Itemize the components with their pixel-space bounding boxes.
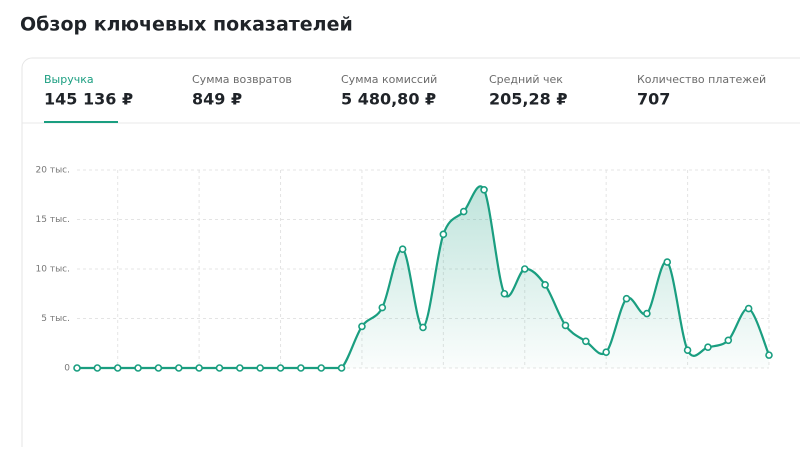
y-tick-label: 5 тыс. (41, 314, 70, 324)
point (154, 364, 163, 372)
point (582, 337, 590, 346)
point (459, 207, 468, 216)
point (439, 230, 448, 239)
tab-value: 849 ₽ (192, 90, 242, 109)
area-fill (77, 186, 769, 368)
point (643, 309, 651, 318)
point (398, 245, 407, 253)
tab-label: Выручка (44, 73, 94, 86)
point (73, 364, 81, 372)
metric-tab[interactable]: Средний чек 205,28 ₽ (489, 73, 567, 109)
point (683, 346, 692, 354)
point (276, 364, 285, 372)
point (358, 322, 366, 331)
point (765, 351, 773, 359)
y-tick-label: 0 (64, 364, 70, 374)
point (297, 364, 305, 372)
point (113, 364, 122, 372)
y-tick-label: 20 тыс. (36, 166, 70, 176)
point (256, 364, 264, 372)
point (134, 364, 142, 372)
metric-tab[interactable]: Сумма комиссий 5 480,80 ₽ (341, 73, 437, 109)
point (195, 364, 203, 372)
metric-tab[interactable]: Количество платежей 707 (637, 73, 766, 109)
metric-tab[interactable]: Сумма возвратов 849 ₽ (192, 73, 292, 109)
point (704, 343, 712, 352)
point (236, 364, 244, 372)
point (663, 258, 672, 266)
y-tick-label: 10 тыс. (36, 265, 70, 275)
point (622, 294, 631, 303)
point (480, 186, 488, 194)
point (93, 364, 102, 372)
point (419, 323, 427, 332)
page-title: Обзор ключевых показателей (20, 14, 353, 36)
y-tick-label: 15 тыс. (36, 215, 70, 225)
card (21, 57, 800, 451)
point (174, 364, 183, 372)
point (602, 348, 610, 356)
point (317, 364, 326, 372)
tab-value: 145 136 ₽ (44, 90, 133, 109)
point (724, 336, 733, 345)
tab-label: Количество платежей (637, 73, 766, 86)
tab-value: 707 (637, 90, 670, 109)
point (520, 265, 529, 273)
metric-tab[interactable]: Выручка 145 136 ₽ (44, 73, 133, 109)
point (378, 303, 387, 312)
tab-value: 205,28 ₽ (489, 90, 567, 109)
tab-label: Сумма комиссий (341, 73, 437, 86)
point (561, 321, 570, 330)
point (337, 364, 346, 372)
point (500, 289, 509, 298)
point (541, 281, 549, 289)
tab-label: Сумма возвратов (192, 73, 292, 86)
point (215, 364, 224, 372)
tab-label: Средний чек (489, 73, 563, 86)
tab-value: 5 480,80 ₽ (341, 90, 436, 109)
point (744, 304, 753, 313)
